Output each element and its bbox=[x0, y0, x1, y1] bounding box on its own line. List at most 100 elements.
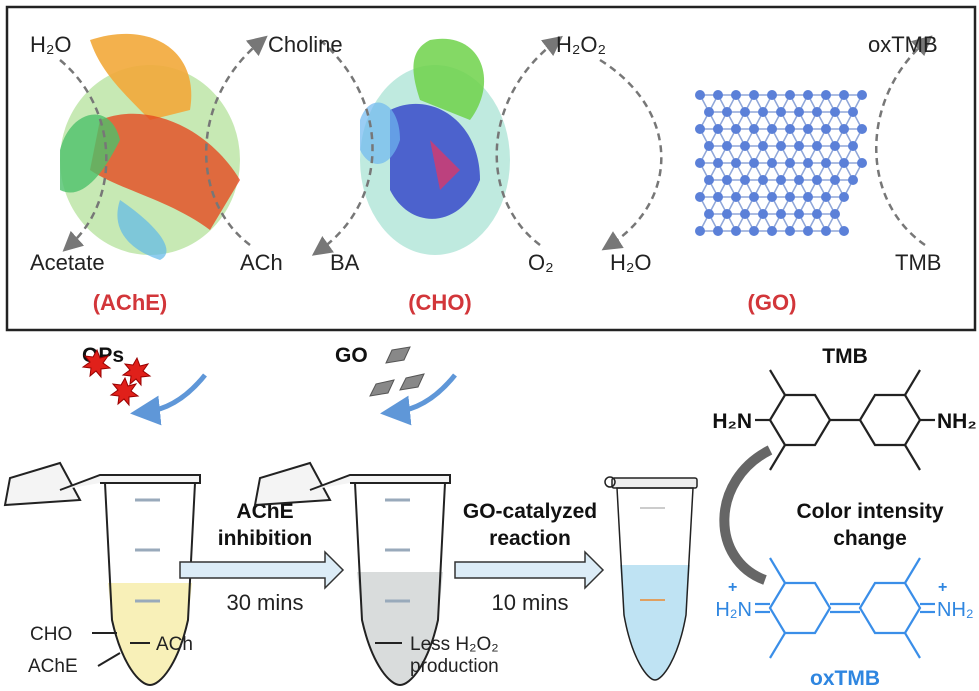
ops-molecules bbox=[81, 348, 152, 407]
oxtmb-left-charge: + bbox=[728, 579, 737, 596]
lattice-atom bbox=[857, 124, 867, 134]
color-change-line2: change bbox=[833, 527, 907, 550]
lattice-atom bbox=[821, 158, 831, 168]
cho-arc-right bbox=[495, 35, 563, 246]
lattice-atom bbox=[857, 158, 867, 168]
lattice-atom bbox=[749, 226, 759, 236]
lattice-atom bbox=[767, 90, 777, 100]
lattice-atom bbox=[785, 192, 795, 202]
ache-arc-left bbox=[59, 59, 108, 252]
cho-structure bbox=[360, 38, 510, 255]
tube2-label-line2: production bbox=[410, 656, 499, 677]
h2o-output-label: H₂O bbox=[610, 250, 652, 275]
lattice-atom bbox=[695, 226, 705, 236]
o2-label: O₂ bbox=[528, 250, 554, 275]
color-change-line1: Color intensity bbox=[796, 500, 943, 523]
ach-top-label: ACh bbox=[240, 250, 283, 275]
ache-structure bbox=[60, 33, 240, 260]
oxtmb-left-iminium: H₂N bbox=[715, 599, 752, 621]
lattice-atom bbox=[776, 107, 786, 117]
lattice-atom bbox=[794, 141, 804, 151]
lattice-atom bbox=[713, 226, 723, 236]
lattice-atom bbox=[830, 175, 840, 185]
lattice-atom bbox=[749, 158, 759, 168]
step2-line2: reaction bbox=[489, 527, 571, 550]
lattice-atom bbox=[794, 209, 804, 219]
ops-add-arrow bbox=[130, 373, 207, 426]
tmb-structure bbox=[755, 369, 935, 471]
lattice-atom bbox=[812, 175, 822, 185]
lattice-atom bbox=[839, 90, 849, 100]
lattice-atom bbox=[740, 209, 750, 219]
lattice-atom bbox=[821, 226, 831, 236]
go-flakes-label: GO bbox=[335, 344, 368, 367]
lattice-atom bbox=[731, 124, 741, 134]
lattice-atom bbox=[812, 141, 822, 151]
tube1-ache-label: AChE bbox=[28, 656, 78, 677]
tube1-ach-label: ACh bbox=[156, 634, 193, 655]
color-change-arrow bbox=[719, 445, 773, 585]
lattice-atom bbox=[767, 226, 777, 236]
lattice-atom bbox=[803, 124, 813, 134]
tmb-right-amine: NH₂ bbox=[937, 410, 977, 433]
go-label: (GO) bbox=[748, 290, 797, 315]
lattice-atom bbox=[830, 141, 840, 151]
lattice-atom bbox=[749, 90, 759, 100]
top-panel-frame bbox=[5, 5, 977, 332]
lattice-atom bbox=[785, 124, 795, 134]
lattice-atom bbox=[704, 209, 714, 219]
lattice-atom bbox=[713, 158, 723, 168]
go-arc-right bbox=[875, 35, 933, 247]
lattice-atom bbox=[812, 209, 822, 219]
lattice-atom bbox=[758, 107, 768, 117]
step1-line1: AChE bbox=[236, 500, 293, 523]
process-arrow-1 bbox=[179, 550, 345, 590]
oxtmb-right-iminium: NH₂ bbox=[937, 599, 974, 621]
graphene-oxide-lattice bbox=[695, 90, 867, 236]
lattice-atom bbox=[704, 141, 714, 151]
go-flakes bbox=[369, 346, 425, 397]
lattice-atom bbox=[758, 175, 768, 185]
lattice-atom bbox=[848, 141, 858, 151]
ache-arc-right bbox=[204, 35, 268, 246]
lattice-atom bbox=[785, 158, 795, 168]
lattice-atom bbox=[731, 192, 741, 202]
lattice-atom bbox=[830, 107, 840, 117]
go-add-arrow bbox=[380, 373, 457, 426]
lattice-atom bbox=[812, 107, 822, 117]
lattice-atom bbox=[848, 107, 858, 117]
lattice-atom bbox=[821, 192, 831, 202]
lattice-atom bbox=[704, 175, 714, 185]
lattice-atom bbox=[776, 209, 786, 219]
lattice-atom bbox=[722, 175, 732, 185]
lattice-atom bbox=[749, 124, 759, 134]
h2o2-label: H₂O₂ bbox=[556, 32, 606, 57]
lattice-atom bbox=[848, 175, 858, 185]
lattice-atom bbox=[803, 90, 813, 100]
lattice-atom bbox=[839, 192, 849, 202]
lattice-atom bbox=[731, 226, 741, 236]
lattice-atom bbox=[821, 90, 831, 100]
cho-label: (CHO) bbox=[408, 290, 472, 315]
lattice-atom bbox=[740, 107, 750, 117]
lattice-atom bbox=[695, 158, 705, 168]
lattice-atom bbox=[839, 124, 849, 134]
lattice-atom bbox=[803, 226, 813, 236]
step2-line1: GO-catalyzed bbox=[463, 500, 597, 523]
lattice-atom bbox=[776, 175, 786, 185]
lattice-atom bbox=[749, 192, 759, 202]
lattice-atom bbox=[803, 192, 813, 202]
lattice-atom bbox=[722, 209, 732, 219]
lattice-atom bbox=[731, 158, 741, 168]
lattice-atom bbox=[785, 226, 795, 236]
lattice-atom bbox=[695, 192, 705, 202]
lattice-atom bbox=[740, 175, 750, 185]
h2o-input-label: H₂O bbox=[30, 32, 72, 57]
tube-1 bbox=[3, 461, 201, 687]
acetate-label: Acetate bbox=[30, 250, 105, 275]
lattice-atom bbox=[740, 141, 750, 151]
lattice-atom bbox=[713, 192, 723, 202]
cho-arc-left bbox=[311, 39, 374, 256]
tube-3 bbox=[604, 476, 698, 681]
